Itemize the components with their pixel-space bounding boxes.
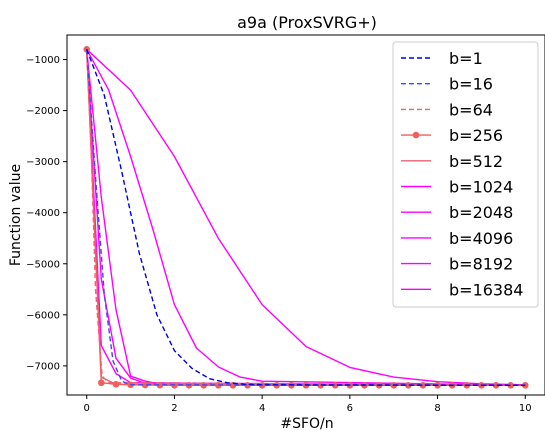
x-axis-label: #SFO/n [280, 416, 333, 432]
series-line-b-1 [86, 49, 526, 386]
y-axis: −1000 −2000 −3000 −4000 −5000 −6000 −7000 [26, 55, 67, 372]
series-line-b-64 [86, 49, 526, 386]
data-point-b-256 [98, 379, 105, 387]
legend-label-b-256: b=256 [449, 126, 503, 145]
legend-box [392, 41, 539, 308]
x-tick-label: 4 [259, 403, 265, 414]
legend-marker-b-256 [412, 131, 420, 139]
legend-label-b-64: b=64 [449, 100, 493, 119]
x-tick-label: 2 [171, 403, 177, 414]
legend-label-b-1024: b=1024 [449, 178, 513, 197]
y-tick-label: −3000 [26, 157, 60, 168]
y-tick-label: −7000 [26, 361, 60, 372]
y-tick-label: −1000 [26, 55, 60, 66]
plot-area [66, 34, 545, 396]
y-tick-label: −5000 [26, 259, 60, 270]
series-line-b-8192 [86, 48, 526, 386]
legend-label-b-4096: b=4096 [449, 229, 513, 248]
chart-title: a9a (ProxSVRG+) [237, 13, 377, 32]
x-tick-label: 10 [519, 403, 532, 414]
x-tick-label: 8 [434, 403, 440, 414]
y-tick-label: −6000 [26, 310, 60, 321]
legend-label-b-512: b=512 [449, 152, 503, 171]
data-point-b-256 [112, 380, 120, 388]
series-line-b-16 [86, 49, 526, 386]
legend-label-b-1: b=1 [449, 49, 483, 68]
y-axis-label: Function value [8, 164, 24, 266]
y-tick-label: −4000 [26, 208, 60, 219]
legend-label-b-2048: b=2048 [449, 203, 513, 222]
legend-label-b-16384: b=16384 [449, 280, 523, 299]
x-tick-label: 0 [84, 403, 90, 414]
y-tick-label: −2000 [26, 106, 60, 117]
x-tick-label: 6 [347, 403, 353, 414]
data-point-b-256 [405, 381, 412, 389]
x-axis: 0 2 4 6 8 10 [84, 395, 532, 414]
legend-label-b-16: b=16 [449, 75, 493, 94]
legend: b=1 b=16 b=64 b=256 b=512 b=1024 b=2048 b=4096 b… [392, 41, 539, 308]
legend-label-b-8192: b=8192 [449, 255, 513, 274]
